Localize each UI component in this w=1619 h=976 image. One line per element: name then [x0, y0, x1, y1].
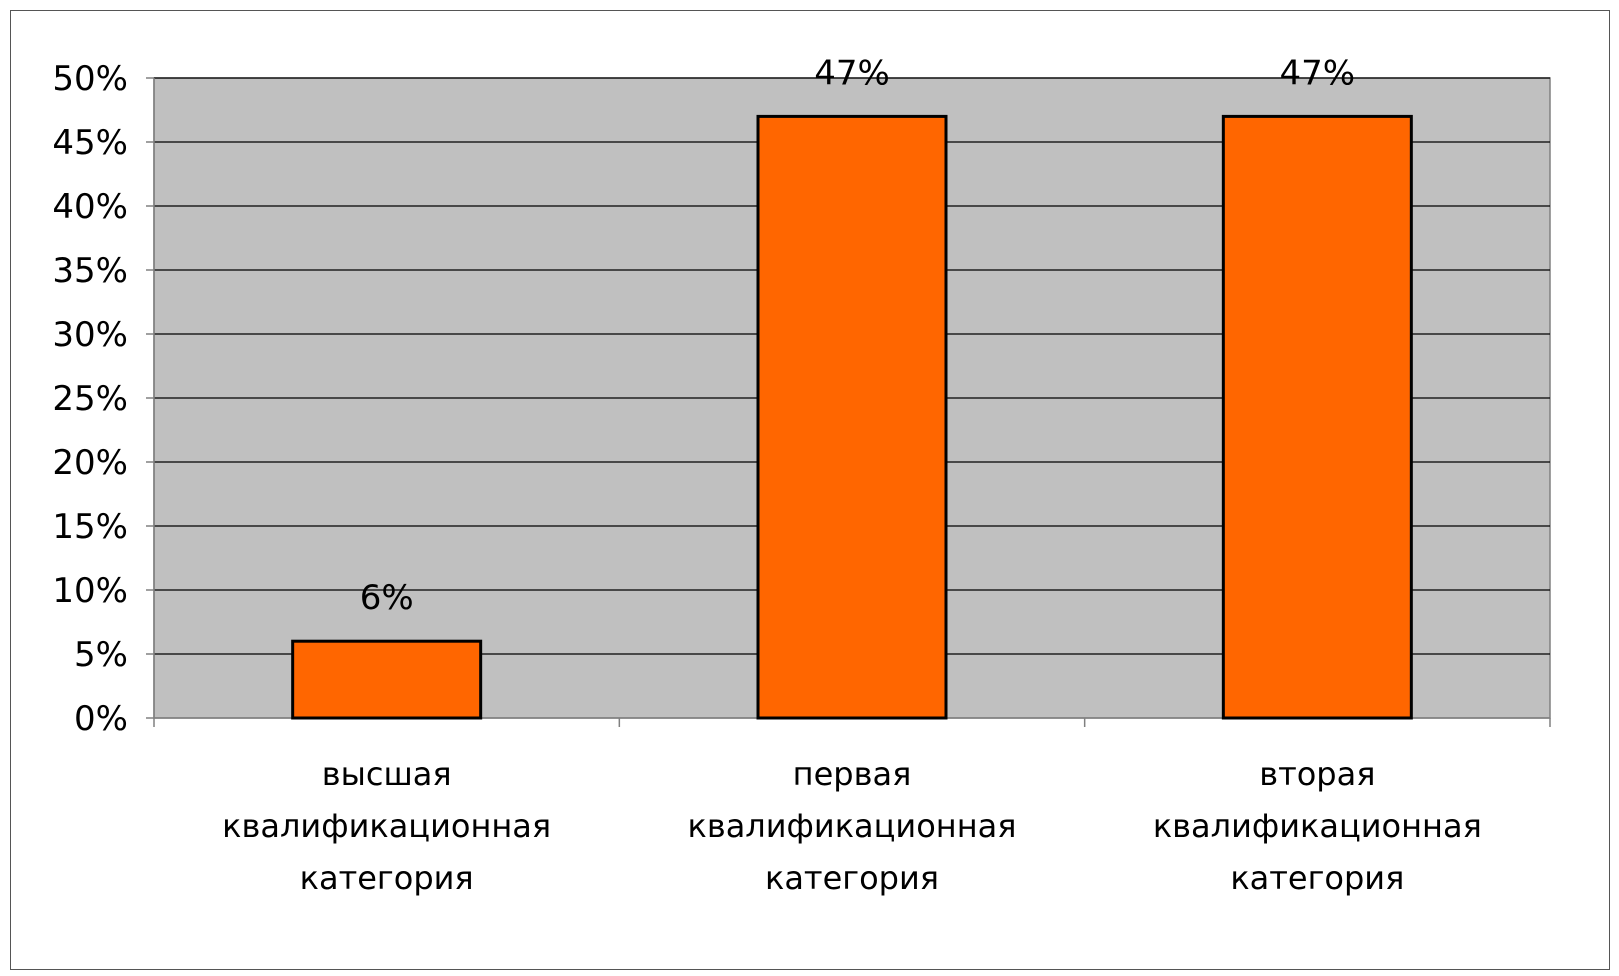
bar [1221, 114, 1413, 720]
category-label: вторая [1259, 755, 1375, 793]
category-label: категория [300, 859, 474, 897]
bar [291, 639, 483, 720]
y-tick-label: 35% [52, 251, 128, 291]
y-tick-label: 15% [52, 507, 128, 547]
category-label: категория [765, 859, 939, 897]
category-label: первая [793, 755, 912, 793]
y-tick-label: 30% [52, 315, 128, 355]
y-tick-label: 0% [74, 699, 128, 739]
y-tick-label: 10% [52, 571, 128, 611]
category-label: квалификационная [1153, 807, 1482, 845]
y-tick-label: 40% [52, 187, 128, 227]
category-label: категория [1230, 859, 1404, 897]
y-tick-label: 25% [52, 379, 128, 419]
y-tick-label: 5% [74, 635, 128, 675]
data-label: 6% [360, 578, 414, 618]
category-label: высшая [322, 755, 452, 793]
category-label: квалификационная [688, 807, 1017, 845]
category-label: квалификационная [222, 807, 551, 845]
bar [756, 114, 948, 720]
data-label: 47% [1280, 53, 1356, 93]
data-label: 47% [814, 53, 890, 93]
y-tick-label: 45% [52, 123, 128, 163]
y-tick-label: 20% [52, 443, 128, 483]
y-tick-label: 50% [52, 59, 128, 99]
